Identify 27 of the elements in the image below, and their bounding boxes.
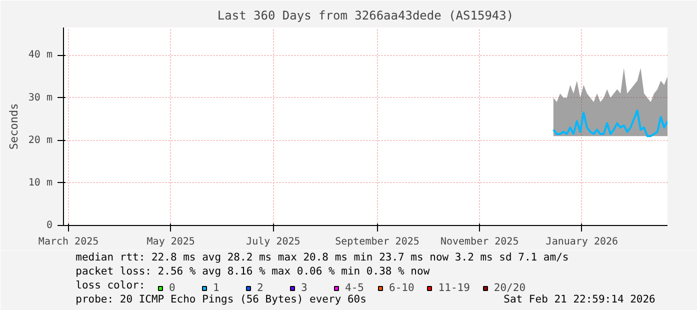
legend-label: 4-5 [345,282,365,294]
text: probe: 20 ICMP Echo Pings (56 Bytes) every 60s [76,294,366,306]
legend-label: 2 [257,282,264,294]
legend-title: loss color: [76,280,146,292]
text: packet loss: 2.56 % avg 8.16 % max 0.06 % min 0.38 % now [76,266,430,278]
x-tick-label: March 2025 [38,236,99,248]
legend-label: 6-10 [389,282,414,294]
x-tick-label: September 2025 [335,236,420,248]
y-tick-label: 20 m [28,134,53,146]
y-tick-label: 40 m [28,50,53,61]
legend-label: 11-19 [438,282,470,294]
legend-label: 3 [301,282,308,294]
y-tick-label: 0 [46,220,53,231]
y-tick-label: 10 m [28,177,53,188]
legend-label: 1 [213,282,220,294]
x-tick-label: November 2025 [440,236,519,248]
text: Sat Feb 21 22:59:14 2026 [504,294,656,306]
x-tick-label: May 2025 [146,236,195,248]
text: median rtt: 22.8 ms avg 28.2 ms max 20.8 ms min 23.7 ms now 3.2 ms sd 7.1 am/s [76,252,569,264]
line-series [552,110,668,138]
y-axis-title: Seconds [7,103,20,150]
x-tick-label: July 2025 [246,236,300,248]
legend-label: 0 [169,282,176,294]
chart-title: Last 360 Days from 3266aa43dede (AS15943) [217,8,514,22]
x-tick-label: January 2026 [546,236,618,248]
legend-label: 20/20 [494,282,526,294]
y-tick-label: 30 m [28,92,53,104]
